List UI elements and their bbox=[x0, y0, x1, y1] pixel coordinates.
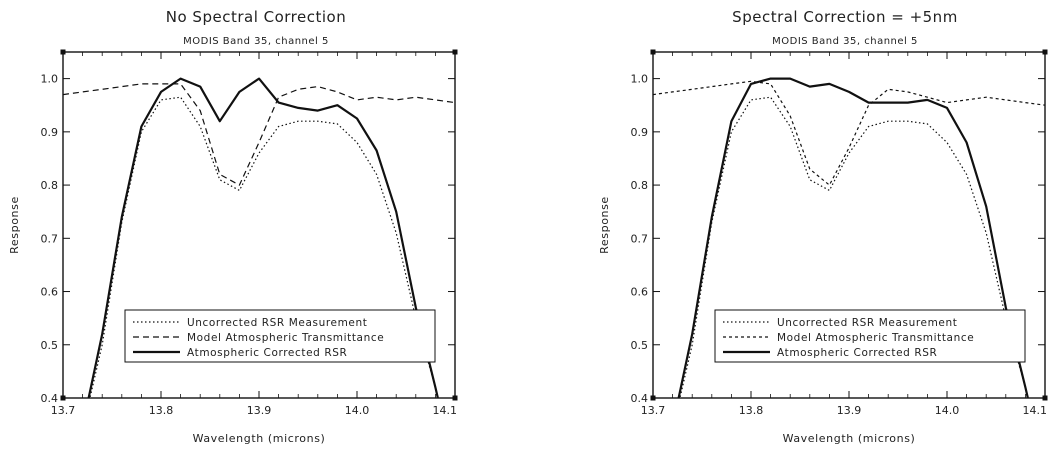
series-group bbox=[653, 77, 1045, 398]
y-tick-label: 0.9 bbox=[41, 126, 59, 139]
y-tick-label: 1.0 bbox=[41, 73, 59, 86]
chart-panel-1: No Spectral Correction MODIS Band 35, cha… bbox=[8, 8, 458, 445]
legend-box bbox=[714, 309, 1026, 363]
y-tick-label: 0.8 bbox=[631, 179, 649, 192]
series-group bbox=[63, 77, 455, 398]
legend-label: Atmospheric Corrected RSR bbox=[777, 347, 937, 359]
series-line-dashed bbox=[63, 83, 455, 186]
legend-label: Atmospheric Corrected RSR bbox=[187, 347, 347, 359]
x-tick-label: 14.1 bbox=[433, 404, 458, 417]
x-tick-label: 13.9 bbox=[247, 404, 272, 417]
chart-subtitle: MODIS Band 35, channel 5 bbox=[183, 36, 329, 47]
y-tick-label: 0.6 bbox=[631, 286, 649, 299]
x-axis-label: Wavelength (microns) bbox=[783, 432, 916, 445]
x-tick-label: 14.1 bbox=[1023, 404, 1048, 417]
y-tick-label: 0.4 bbox=[41, 392, 59, 405]
y-tick-label: 1.0 bbox=[631, 73, 649, 86]
legend-box bbox=[124, 309, 436, 363]
legend-label: Model Atmospheric Transmittance bbox=[777, 332, 974, 344]
chart-title: No Spectral Correction bbox=[166, 8, 346, 26]
y-tick-label: 0.9 bbox=[631, 126, 649, 139]
legend-label: Uncorrected RSR Measurement bbox=[777, 317, 957, 329]
series-line-solid bbox=[677, 77, 1029, 398]
x-tick-label: 14.0 bbox=[935, 404, 960, 417]
x-tick-label: 13.7 bbox=[641, 404, 666, 417]
series-line-dotted bbox=[679, 96, 1029, 398]
y-tick-label: 0.5 bbox=[631, 339, 649, 352]
x-tick-label: 13.8 bbox=[739, 404, 764, 417]
series-line-dotted bbox=[89, 96, 439, 398]
chart-subtitle: MODIS Band 35, channel 5 bbox=[772, 36, 918, 47]
x-tick-label: 13.7 bbox=[51, 404, 76, 417]
legend-label: Uncorrected RSR Measurement bbox=[187, 317, 367, 329]
series-line-solid bbox=[87, 77, 439, 398]
series-line-dashed bbox=[653, 80, 1045, 186]
y-tick-label: 0.6 bbox=[41, 286, 59, 299]
x-tick-label: 14.0 bbox=[345, 404, 370, 417]
y-tick-label: 0.4 bbox=[631, 392, 649, 405]
y-tick-label: 0.8 bbox=[41, 179, 59, 192]
y-tick-label: 0.5 bbox=[41, 339, 59, 352]
x-tick-label: 13.9 bbox=[837, 404, 862, 417]
chart-title: Spectral Correction = +5nm bbox=[732, 8, 958, 26]
y-axis-label: Response bbox=[8, 196, 21, 254]
chart-panel-2: Spectral Correction = +5nm MODIS Band 35,… bbox=[598, 8, 1048, 445]
x-tick-label: 13.8 bbox=[149, 404, 174, 417]
x-axis-label: Wavelength (microns) bbox=[193, 432, 326, 445]
y-tick-label: 0.7 bbox=[631, 232, 649, 245]
legend-label: Model Atmospheric Transmittance bbox=[187, 332, 384, 344]
y-tick-label: 0.7 bbox=[41, 232, 59, 245]
y-axis-label: Response bbox=[598, 196, 611, 254]
